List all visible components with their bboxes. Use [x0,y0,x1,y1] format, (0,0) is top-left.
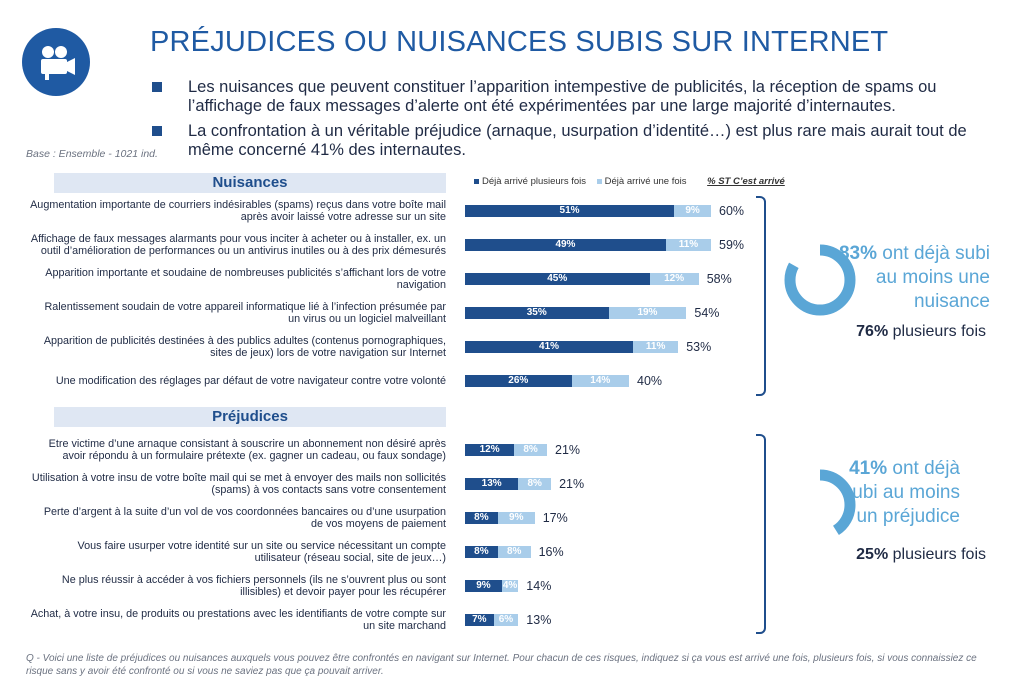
bar-segment-plusieurs-fois: 7% [465,614,494,626]
section-brace [756,196,766,396]
bar-segment-plusieurs-fois: 8% [465,546,498,558]
movie-camera-icon [41,46,75,80]
bar-segment-une-fois: 8% [514,444,547,456]
total-label: 14% [526,579,552,593]
row-label: Utilisation à votre insu de votre boîte … [31,472,446,496]
bar-segment-une-fois: 9% [497,512,535,524]
ring-gauge [784,469,856,541]
legend-total-label: % ST C’est arrivé [707,176,785,187]
bar-segment-plusieurs-fois: 41% [465,341,634,353]
bar-segment-une-fois: 8% [497,546,531,558]
row-label: Une modification des réglages par défaut… [55,375,446,387]
summary-percent: 83% [838,243,877,264]
summary-subtext: 25% plusieurs fois [856,546,986,564]
summary-sub-label: plusieurs fois [888,546,986,563]
summary-sub-percent: 25% [856,546,889,563]
bullet-square-icon [152,126,162,136]
summary-subtext: 76% plusieurs fois [856,323,986,341]
total-label: 58% [706,272,732,286]
bar-segment-plusieurs-fois: 49% [465,239,666,251]
footnote: Q - Voici une liste de préjudices ou nui… [26,653,977,677]
bullet-2: La confrontation à un véritable préjudic… [152,122,992,160]
total-label: 53% [686,340,712,354]
row-label: Etre victime d’une arnaque consistant à … [48,438,446,462]
total-label: 16% [538,545,564,559]
total-label: 21% [555,443,581,457]
bar-segment-une-fois: 6% [493,614,519,626]
summary-label: ont déjà subi au moins un préjudice [842,458,960,527]
legend-item-light: Déjà arrivé une fois [596,176,687,187]
bullet-text: Les nuisances que peuvent constituer l’a… [188,78,937,115]
bullet-list: Les nuisances que peuvent constituer l’a… [152,78,992,166]
legend: Déjà arrivé plusieurs fois Déjà arrivé u… [474,176,785,187]
row-label: Perte d’argent à la suite d’un vol de vo… [43,506,446,530]
row-label: Vous faire usurper votre identité sur un… [77,540,447,564]
bar-segment-plusieurs-fois: 35% [465,307,609,319]
total-label: 21% [559,477,585,491]
section-header-prejudices: Préjudices [54,407,446,427]
row-label: Ralentissement soudain de votre appareil… [44,301,446,325]
section-header-nuisances: Nuisances [54,173,446,193]
summary-sub-label: plusieurs fois [888,323,986,340]
row-label: Apparition de publicités destinées à des… [43,335,446,359]
summary-sub-percent: 76% [856,323,889,340]
total-label: 59% [719,238,745,252]
row-label: Augmentation importante de courriers ind… [30,199,446,223]
bar-segment-une-fois: 14% [571,375,629,387]
row-label: Affichage de faux messages alarmants pou… [30,233,446,257]
page-title: PRÉJUDICES OU NUISANCES SUBIS SUR INTERN… [150,26,889,58]
bar-segment-une-fois: 11% [633,341,679,353]
bar-segment-plusieurs-fois: 12% [465,444,515,456]
bar-segment-plusieurs-fois: 45% [465,273,650,285]
total-label: 54% [694,306,720,320]
bar-segment-une-fois: 9% [674,205,711,217]
bullet-text: La confrontation à un véritable préjudic… [188,122,967,159]
total-label: 60% [719,204,745,218]
bar-segment-une-fois: 8% [518,478,552,490]
bar-segment-plusieurs-fois: 26% [465,375,572,387]
bar-segment-une-fois: 11% [665,239,711,251]
row-label: Ne plus réussir à accéder à vos fichiers… [61,574,446,598]
legend-swatch-light [596,178,602,184]
section-brace [756,434,766,634]
bar-segment-plusieurs-fois: 9% [465,580,502,592]
bar-segment-plusieurs-fois: 8% [465,512,498,524]
summary-headline: 83% ont déjà subi au moins une nuisance [820,242,990,314]
total-label: 17% [542,511,568,525]
legend-swatch-dark [474,178,479,184]
ring-arc [784,244,856,316]
ring-arc [784,469,856,541]
row-label: Achat, à votre insu, de produits ou pres… [30,608,446,632]
summary-text: 83% ont déjà subi au moins une nuisance [820,242,990,314]
bar-segment-une-fois: 4% [501,580,519,592]
summary-percent: 41% [849,458,888,479]
bar-segment-une-fois: 12% [649,273,699,285]
row-label: Apparition importante et soudaine de nom… [45,267,446,291]
bullet-1: Les nuisances que peuvent constituer l’a… [152,78,992,116]
logo [22,28,90,96]
legend-label-dark: Déjà arrivé plusieurs fois [482,176,587,187]
summary-text: 41% ont déjà subi au moins un préjudice [820,457,960,529]
summary-label: ont déjà subi au moins une nuisance [875,243,990,312]
summary-headline: 41% ont déjà subi au moins un préjudice [820,457,960,529]
ring-gauge [784,244,856,316]
total-label: 40% [637,374,663,388]
bar-segment-une-fois: 19% [608,307,687,319]
legend-item-dark: Déjà arrivé plusieurs fois [474,176,586,187]
base-note: Base : Ensemble - 1021 ind. [26,148,158,160]
legend-label-light: Déjà arrivé une fois [604,176,687,187]
bar-segment-plusieurs-fois: 13% [465,478,519,490]
bar-segment-plusieurs-fois: 51% [465,205,675,217]
bullet-square-icon [152,82,162,92]
total-label: 13% [526,613,552,627]
